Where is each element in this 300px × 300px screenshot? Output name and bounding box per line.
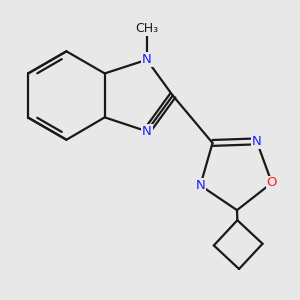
Text: N: N (142, 53, 152, 66)
Text: N: N (252, 135, 262, 148)
Text: O: O (267, 176, 277, 189)
Text: N: N (196, 179, 205, 192)
Text: N: N (142, 125, 152, 138)
Text: CH₃: CH₃ (135, 22, 158, 35)
